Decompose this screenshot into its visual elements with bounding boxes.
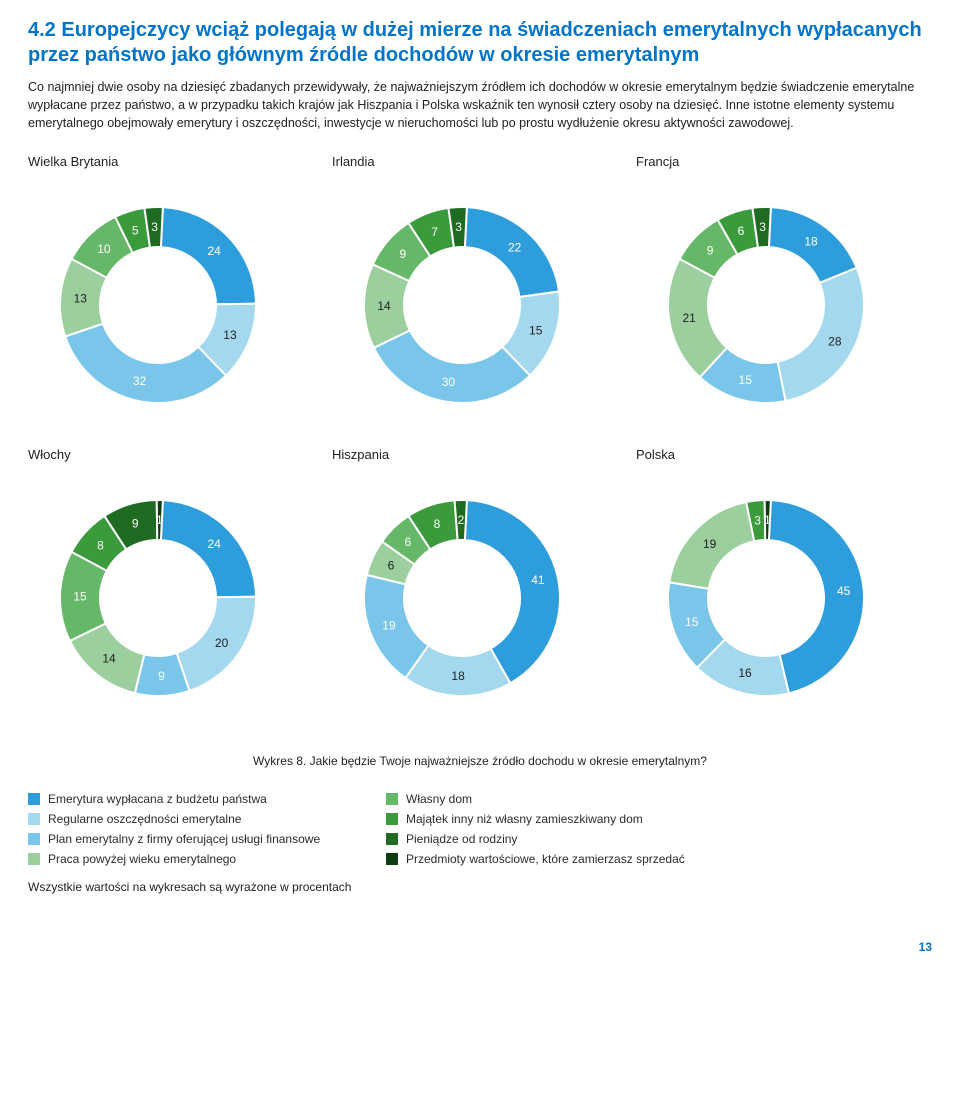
slice-value-label: 19 (382, 619, 396, 633)
slice-value-label: 1 (764, 513, 771, 527)
slice-value-label: 9 (399, 248, 406, 262)
slice-value-label: 28 (828, 335, 842, 349)
donut-slice (65, 324, 226, 403)
chart-cell: Hiszpania 41 18 19 66 8 2 (332, 447, 628, 728)
slice-value-label: 13 (74, 292, 88, 306)
legend-label: Emerytura wypłacana z budżetu państwa (48, 792, 267, 806)
page-number: 13 (28, 940, 932, 954)
slice-value-label: 3 (151, 220, 158, 234)
legend-item: Przedmioty wartościowe, które zamierzasz… (386, 852, 932, 866)
slice-value-label: 41 (531, 573, 545, 587)
slice-value-label: 15 (529, 324, 543, 338)
legend-item: Emerytura wypłacana z budżetu państwa (28, 792, 368, 806)
slice-value-label: 18 (451, 669, 465, 683)
slice-value-label: 13 (223, 328, 237, 342)
slice-value-label: 21 (682, 312, 696, 326)
slice-value-label: 15 (73, 590, 87, 604)
donut-chart: 22 15 30 14 9 7 3 (332, 175, 592, 435)
slice-value-label: 24 (207, 537, 221, 551)
donut-chart: 45 16 15 19 31 (636, 468, 896, 728)
slice-value-label: 6 (738, 225, 745, 239)
slice-value-label: 3 (759, 220, 766, 234)
legend-swatch (386, 833, 398, 845)
donut-chart: 24 13 32 13 10 53 (28, 175, 288, 435)
chart-cell: Irlandia 22 15 30 14 9 7 3 (332, 154, 628, 435)
slice-value-label: 8 (434, 518, 441, 532)
section-title: 4.2 Europejczycy wciąż polegają w dużej … (28, 18, 932, 68)
chart-title: Włochy (28, 447, 324, 462)
slice-value-label: 19 (703, 537, 717, 551)
slice-value-label: 3 (754, 514, 761, 528)
slice-value-label: 32 (133, 374, 147, 388)
slice-value-label: 9 (132, 517, 139, 531)
chart-title: Wielka Brytania (28, 154, 324, 169)
slice-value-label: 9 (707, 244, 714, 258)
legend-label: Majątek inny niż własny zamieszkiwany do… (406, 812, 643, 826)
legend-label: Regularne oszczędności emerytalne (48, 812, 241, 826)
slice-value-label: 20 (215, 636, 229, 650)
legend-item: Regularne oszczędności emerytalne (28, 812, 368, 826)
slice-value-label: 18 (804, 235, 818, 249)
legend-label: Plan emerytalny z firmy oferującej usług… (48, 832, 320, 846)
donut-chart: 24 20 9 14 15 8 9 1 (28, 468, 288, 728)
legend-label: Pieniądze od rodziny (406, 832, 517, 846)
slice-value-label: 2 (458, 513, 465, 527)
chart-title: Irlandia (332, 154, 628, 169)
body-paragraph: Co najmniej dwie osoby na dziesięć zbada… (28, 78, 932, 132)
chart-cell: Polska 45 16 15 19 31 (636, 447, 932, 728)
footnote: Wszystkie wartości na wykresach są wyraż… (28, 880, 932, 894)
slice-value-label: 6 (405, 535, 412, 549)
slice-value-label: 14 (102, 652, 116, 666)
legend-item: Pieniądze od rodziny (386, 832, 932, 846)
slice-value-label: 6 (388, 559, 395, 573)
slice-value-label: 45 (837, 584, 851, 598)
slice-value-label: 24 (207, 244, 221, 258)
section-number: 4.2 (28, 19, 56, 41)
section-title-text: Europejczycy wciąż polegają w dużej mier… (28, 19, 922, 66)
chart-cell: Francja 18 28 15 21 9 63 (636, 154, 932, 435)
legend-item: Praca powyżej wieku emerytalnego (28, 852, 368, 866)
legend-swatch (386, 853, 398, 865)
legend-swatch (28, 793, 40, 805)
slice-value-label: 22 (508, 241, 522, 255)
slice-value-label: 16 (738, 667, 752, 681)
slice-value-label: 3 (455, 220, 462, 234)
donut-chart: 18 28 15 21 9 63 (636, 175, 896, 435)
slice-value-label: 10 (97, 242, 111, 256)
slice-value-label: 9 (158, 669, 165, 683)
legend-swatch (386, 793, 398, 805)
legend-item: Własny dom (386, 792, 932, 806)
legend-label: Przedmioty wartościowe, które zamierzasz… (406, 852, 685, 866)
slice-value-label: 14 (377, 299, 391, 313)
slice-value-label: 30 (442, 375, 456, 389)
chart-title: Polska (636, 447, 932, 462)
charts-grid: Wielka Brytania241332131053Irlandia22153… (28, 154, 932, 728)
donut-slice (778, 268, 864, 401)
chart-cell: Włochy 24 20 9 14 15 8 9 1 (28, 447, 324, 728)
chart-title: Hiszpania (332, 447, 628, 462)
slice-value-label: 7 (431, 225, 438, 239)
donut-chart: 41 18 19 66 8 2 (332, 468, 592, 728)
legend-swatch (28, 813, 40, 825)
legend-label: Własny dom (406, 792, 472, 806)
legend-label: Praca powyżej wieku emerytalnego (48, 852, 236, 866)
legend-swatch (386, 813, 398, 825)
chart-cell: Wielka Brytania 24 13 32 13 10 53 (28, 154, 324, 435)
slice-value-label: 5 (132, 224, 139, 238)
slice-value-label: 1 (156, 513, 163, 527)
slice-value-label: 15 (739, 374, 753, 388)
legend-swatch (28, 833, 40, 845)
legend-item: Majątek inny niż własny zamieszkiwany do… (386, 812, 932, 826)
chart-title: Francja (636, 154, 932, 169)
slice-value-label: 8 (97, 539, 104, 553)
slice-value-label: 15 (685, 616, 699, 630)
legend: Emerytura wypłacana z budżetu państwa Wła… (28, 792, 932, 866)
legend-item: Plan emerytalny z firmy oferującej usług… (28, 832, 368, 846)
figure-caption: Wykres 8. Jakie będzie Twoje najważniejs… (28, 754, 932, 768)
legend-swatch (28, 853, 40, 865)
